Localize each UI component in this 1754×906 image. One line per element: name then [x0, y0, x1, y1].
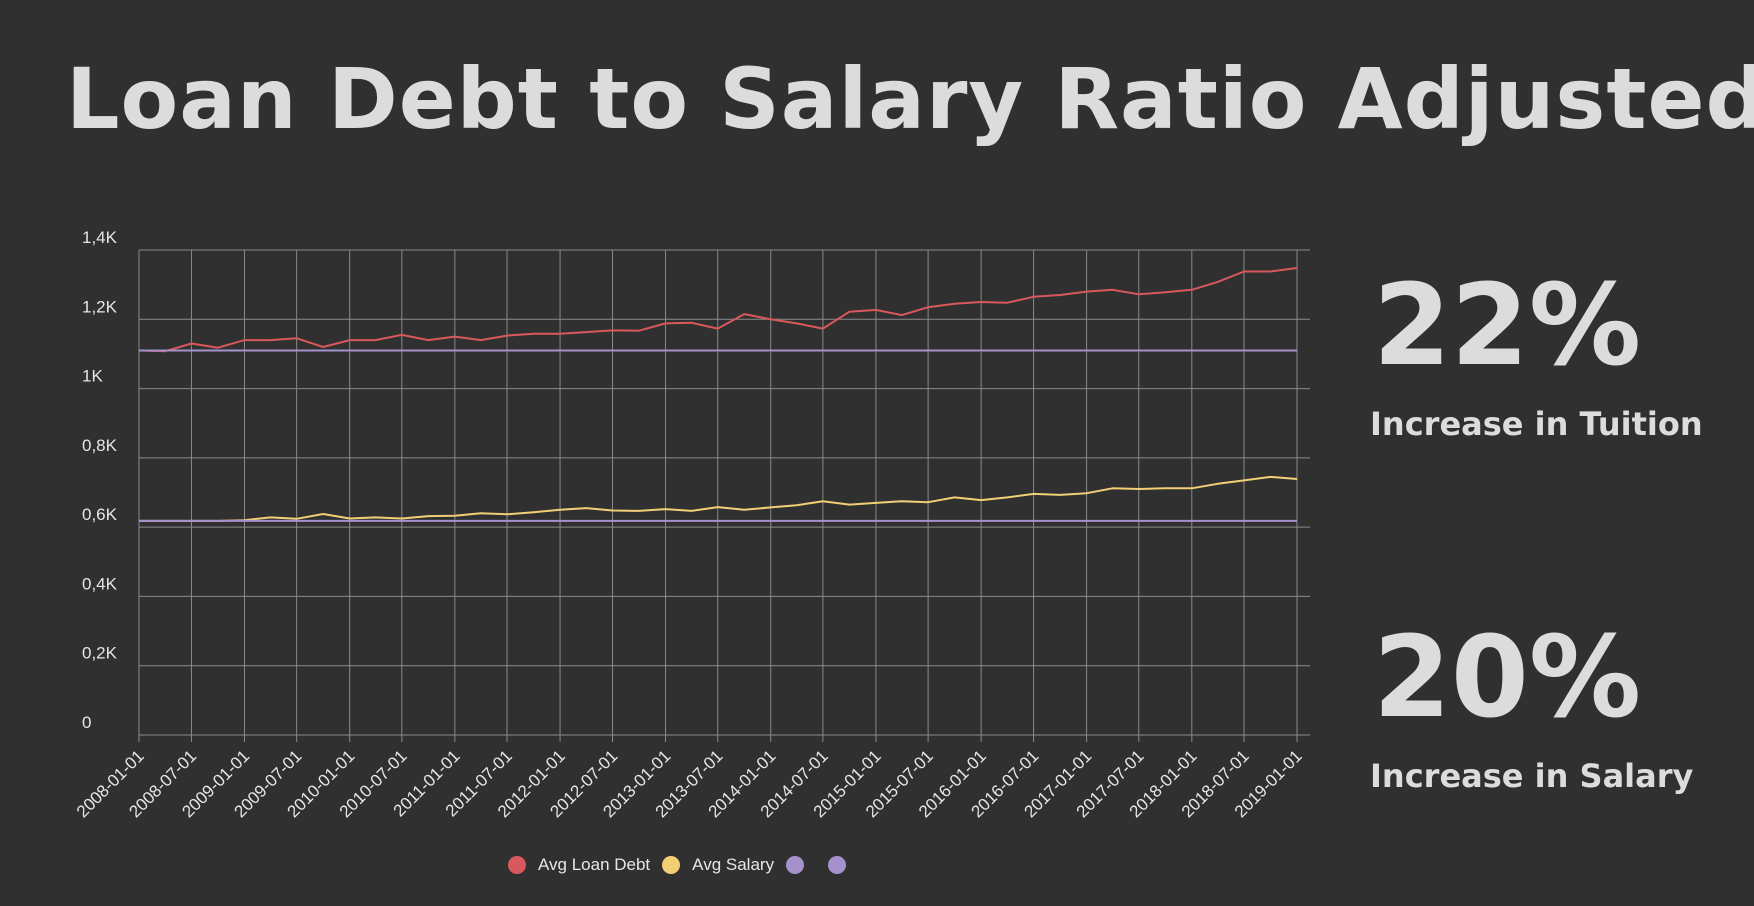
- y-tick-label: 0,6K: [82, 505, 118, 524]
- legend-swatch-icon: [786, 856, 805, 874]
- y-tick-label: 0,4K: [82, 574, 118, 593]
- y-tick-label: 0: [82, 713, 91, 732]
- legend-item-series-3[interactable]: [786, 856, 816, 874]
- series-line-avg-salary: [139, 475, 1298, 522]
- legend-item-avg-salary[interactable]: Avg Salary: [662, 855, 774, 875]
- legend-item-series-4[interactable]: [828, 856, 858, 874]
- legend-label: Avg Loan Debt: [538, 855, 651, 874]
- y-tick-label: 1,4K: [82, 228, 118, 247]
- legend-item-avg-loan-debt[interactable]: Avg Loan Debt: [508, 855, 650, 875]
- legend-swatch-icon: [828, 856, 847, 874]
- y-tick-label: 1,2K: [82, 297, 118, 316]
- legend-swatch-icon: [662, 856, 681, 874]
- kpi-tuition-label: Increase in Tuition: [1370, 405, 1703, 443]
- y-tick-label: 0,8K: [82, 436, 118, 455]
- kpi-salary-label: Increase in Salary: [1370, 757, 1694, 795]
- legend-swatch-icon: [508, 856, 526, 874]
- y-tick-label: 1K: [82, 367, 103, 386]
- chart-legend: Avg Loan Debt Avg Salary: [508, 855, 870, 875]
- y-tick-label: 0,2K: [82, 644, 118, 663]
- series-lines: [138, 267, 1298, 522]
- kpi-tuition-value: 22%: [1373, 261, 1642, 391]
- legend-label: Avg Salary: [692, 855, 775, 874]
- y-axis-ticks: 0 0,2K 0,4K 0,6K 0,8K 1K 1,2K 1,4K: [82, 228, 118, 732]
- kpi-salary-value: 20%: [1373, 613, 1642, 743]
- grid-lines: [138, 249, 1310, 742]
- series-line-avg-loan-debt: [138, 267, 1298, 353]
- chart-title: Loan Debt to Salary Ratio Adjusted: [66, 50, 1754, 148]
- x-axis-ticks: 2008-01-012008-07-012009-01-012009-07-01…: [73, 746, 1306, 821]
